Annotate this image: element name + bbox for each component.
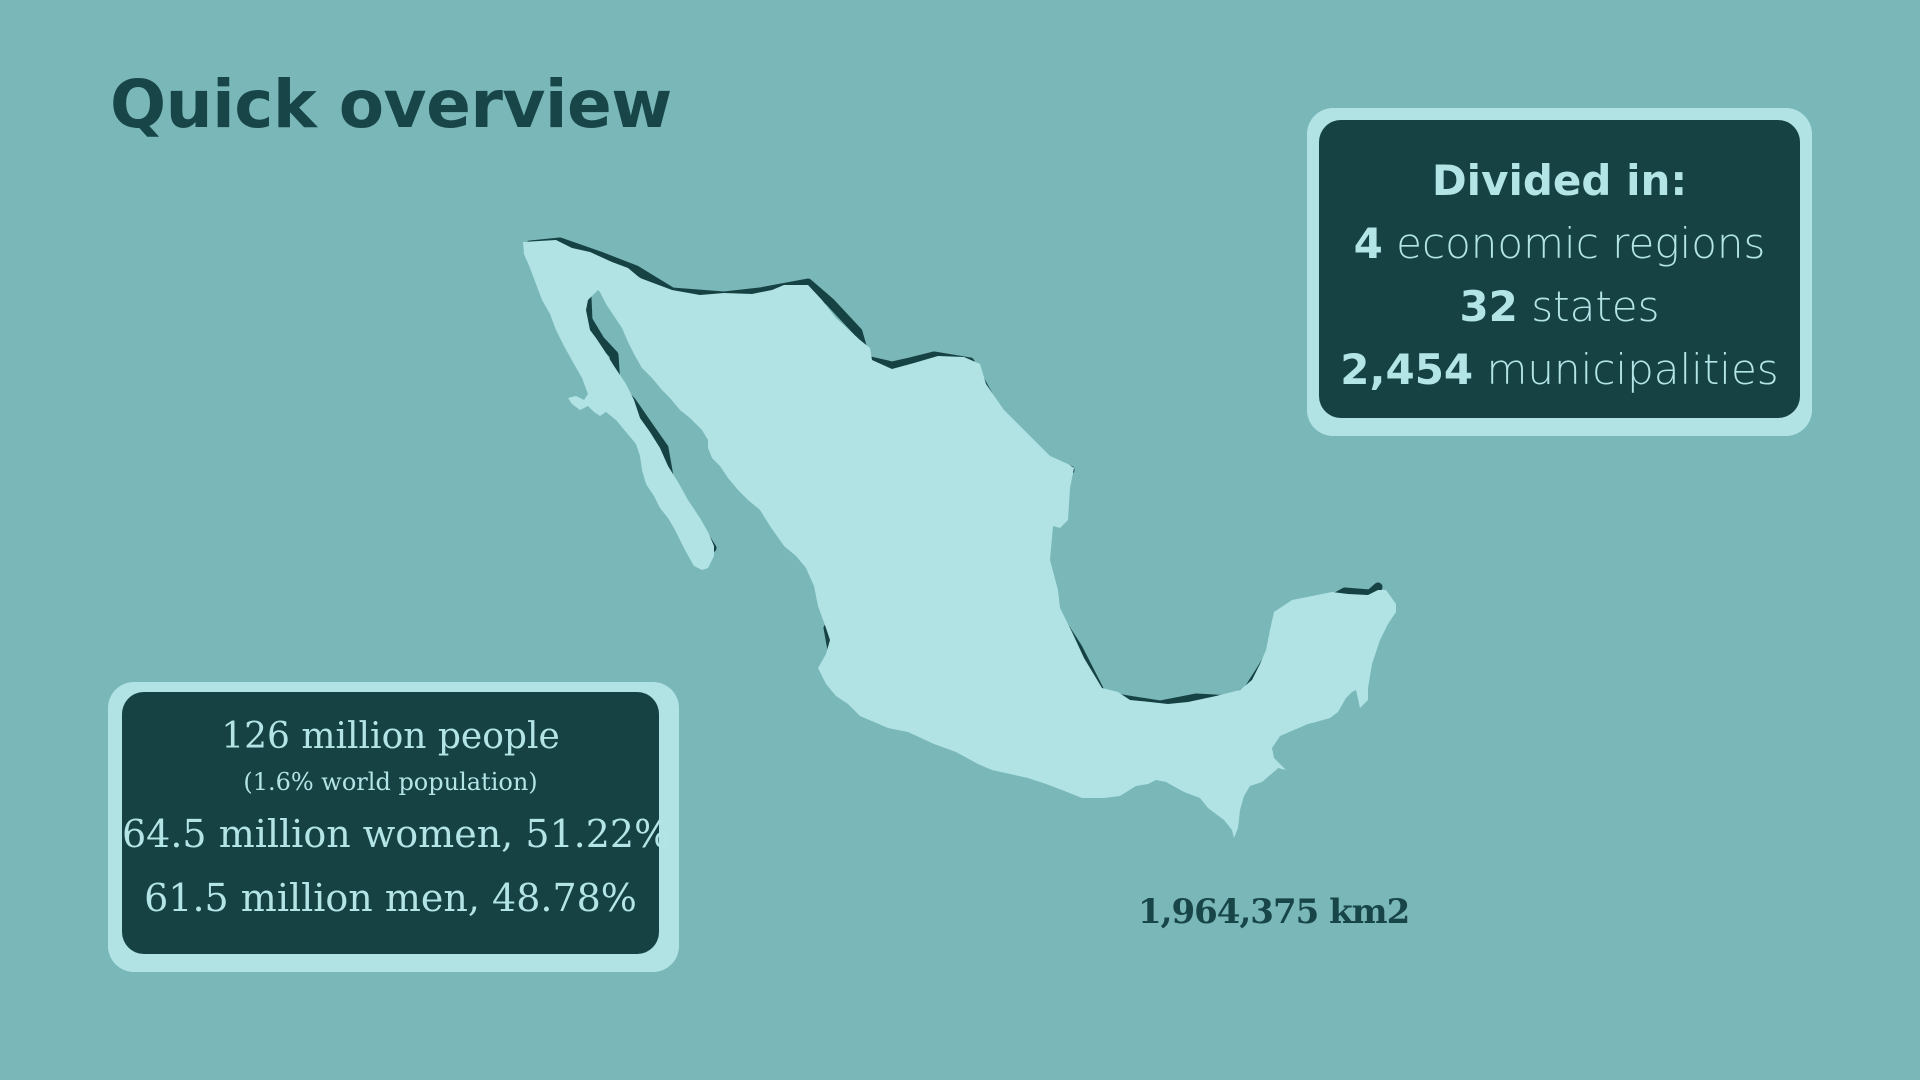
divisions-card-inner: Divided in: 4 economic regions 32 states… <box>1319 120 1800 418</box>
divisions-row-municipalities: 2,454 municipalities <box>1319 338 1800 401</box>
divisions-row-number: 2,454 <box>1340 345 1474 394</box>
divisions-row-number: 4 <box>1353 219 1383 268</box>
population-men: 61.5 million men, 48.78% <box>144 876 637 920</box>
population-women: 64.5 million women, 51.22% <box>122 812 671 856</box>
mexico-map-icon <box>523 237 1396 838</box>
divisions-row-label: states <box>1517 282 1660 331</box>
divisions-row-number: 32 <box>1459 282 1518 331</box>
population-total: 126 million people <box>122 712 659 762</box>
page-title: Quick overview <box>110 66 672 143</box>
population-card: 126 million people (1.6% world populatio… <box>108 682 679 972</box>
divisions-row-states: 32 states <box>1319 275 1800 338</box>
population-total-label: million people <box>289 716 560 757</box>
population-card-inner: 126 million people (1.6% world populatio… <box>122 692 671 954</box>
divisions-row-regions: 4 economic regions <box>1319 212 1800 275</box>
population-total-number: 126 <box>221 716 290 757</box>
divisions-heading: Divided in: <box>1431 156 1688 205</box>
divisions-row-label: economic regions <box>1382 219 1766 268</box>
divisions-card: Divided in: 4 economic regions 32 states… <box>1307 108 1812 436</box>
area-label: 1,964,375 km2 <box>1138 892 1410 932</box>
divisions-row-label: municipalities <box>1473 345 1779 394</box>
population-world-share: (1.6% world population) <box>243 768 538 796</box>
